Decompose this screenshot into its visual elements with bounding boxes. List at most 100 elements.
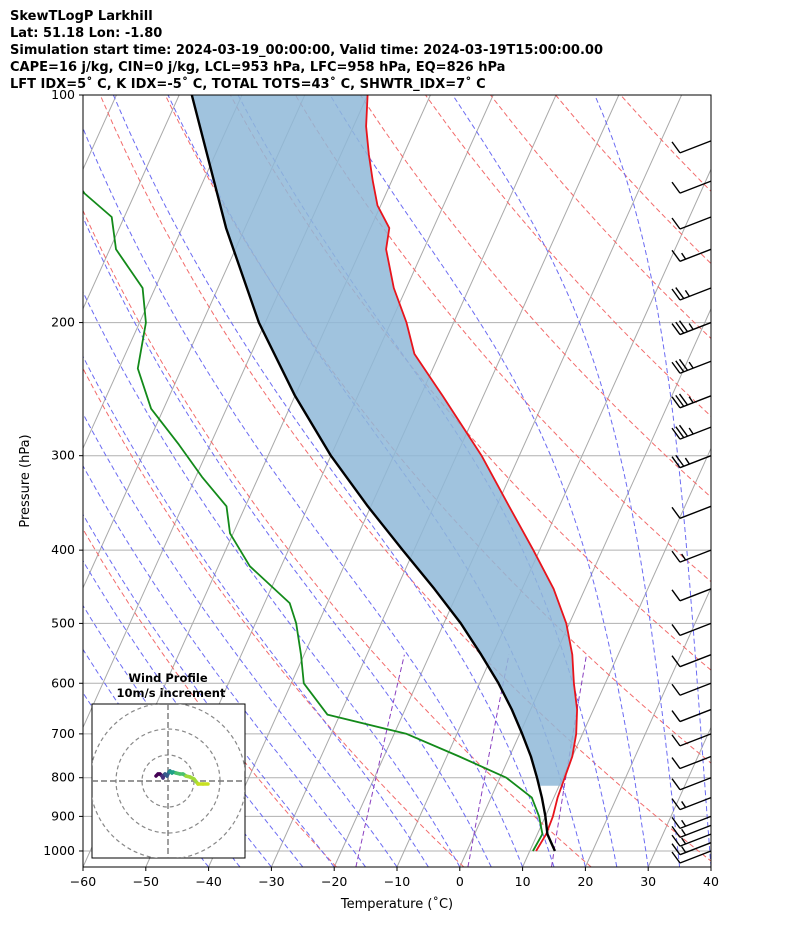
parcel-path [190,95,556,852]
wind-barb-flag [688,396,694,404]
cape-area [191,95,578,786]
isotherm-line [584,586,711,867]
x-tick-label: −10 [384,874,410,889]
y-tick-label: 500 [51,615,75,630]
y-tick-label: 800 [51,770,75,785]
dry-adiabat-line [620,95,711,192]
time-line: Simulation start time: 2024-03-19_00:00:… [10,43,603,58]
wind-barb [671,842,712,856]
hodograph-plot [92,704,245,858]
wind-barb-flag [681,801,687,808]
wind-barb-staff [679,682,712,696]
wind-barb-flag [684,289,690,297]
wind-barb-staff [679,622,712,637]
wind-barb-staff [679,777,712,791]
moist-adiabat-line [83,464,366,867]
wind-barb-flag [675,454,685,467]
wind-barb-flag [671,141,681,154]
dry-adiabat-line [83,209,592,867]
wind-barb [671,777,712,791]
wind-barb-flag [675,426,685,439]
wind-barb-flag [678,424,689,437]
wind-barb-flag [688,427,694,435]
wind-barb-flag [681,252,687,260]
x-tick-label: −50 [133,874,159,889]
x-tick-label: −20 [321,874,347,889]
wind-barb [671,454,712,469]
wind-barb-staff [679,455,712,469]
wind-barb [671,850,712,864]
isotherm-line [774,95,794,867]
wind-barb-flag [671,843,681,856]
wind-barb-staff [679,360,712,374]
moist-adiabat-line [452,95,681,867]
wind-barb-flag [671,323,681,335]
wind-barb-flag [671,181,681,194]
wind-barb-flag [678,358,689,371]
moist-adiabat-line [329,95,649,867]
x-tick-label: 40 [703,874,719,889]
wind-barb [671,140,712,154]
wind-barb-flag [671,249,681,262]
wind-barb [671,796,712,811]
wind-barb-flag [671,683,681,696]
wind-barb-flag [671,550,681,563]
wind-barb [671,505,712,519]
y-tick-label: 400 [51,542,75,557]
wind-barb [671,824,712,839]
wind-barb [671,708,712,723]
wind-barb-flag [671,778,681,791]
wind-barb [671,248,712,262]
x-tick-label: 10 [515,874,531,889]
wind-barb [671,216,712,230]
isotherm-line [710,865,711,867]
index-line: LFT IDX=5˚ C, K IDX=-5˚ C, TOTAL TOTS=43… [10,77,486,92]
wind-barb-staff [679,140,712,154]
moist-adiabat-line [83,355,429,867]
dry-adiabat-line [555,95,711,265]
wind-barb-flag [681,819,687,827]
moist-adiabat-line [83,559,304,867]
inset-subtitle: 10m/s increment [117,686,226,700]
dry-adiabat-line [425,95,711,417]
isotherm-line [83,95,180,310]
wind-barb [671,833,712,847]
wind-barb-flag [671,757,681,769]
inset-title: Wind Profile [128,671,208,685]
wind-barb-staff [679,708,712,723]
wind-barb-flag [681,837,687,845]
y-tick-label: 300 [51,448,75,463]
wind-barb [671,549,712,563]
wind-barb [671,622,712,637]
wind-barb-flag [671,506,681,519]
x-tick-label: 20 [577,874,593,889]
wind-barb [671,588,712,602]
cape-line: CAPE=16 j/kg, CIN=0 j/kg, LCL=953 hPa, L… [10,60,506,75]
wind-barb-flag [671,834,681,847]
wind-barb-flag [675,394,685,407]
wind-barbs [671,140,712,864]
location-line: Lat: 51.18 Lon: -1.80 [10,26,163,41]
wind-barb-flag [671,825,681,838]
wind-barb-flag [675,287,685,299]
wind-barb-flag [678,393,689,406]
mixing-ratio-line [467,654,510,867]
wind-barb [671,815,712,830]
wind-barb [671,320,712,336]
wind-barb [671,287,712,301]
wind-barb [671,682,712,696]
wind-barb-staff [679,505,712,519]
wind-barb-staff [679,733,712,747]
wind-barb-staff [679,216,712,230]
wind-barb-flag [671,816,681,829]
x-tick-label: −60 [70,874,96,889]
y-tick-label: 100 [51,87,75,102]
wind-barb-staff [679,180,712,194]
moist-adiabat-line [112,95,555,867]
x-tick-label: −40 [195,874,221,889]
wind-barb-staff [679,287,712,301]
isotherm-line [459,307,711,867]
wind-barb [671,654,712,668]
